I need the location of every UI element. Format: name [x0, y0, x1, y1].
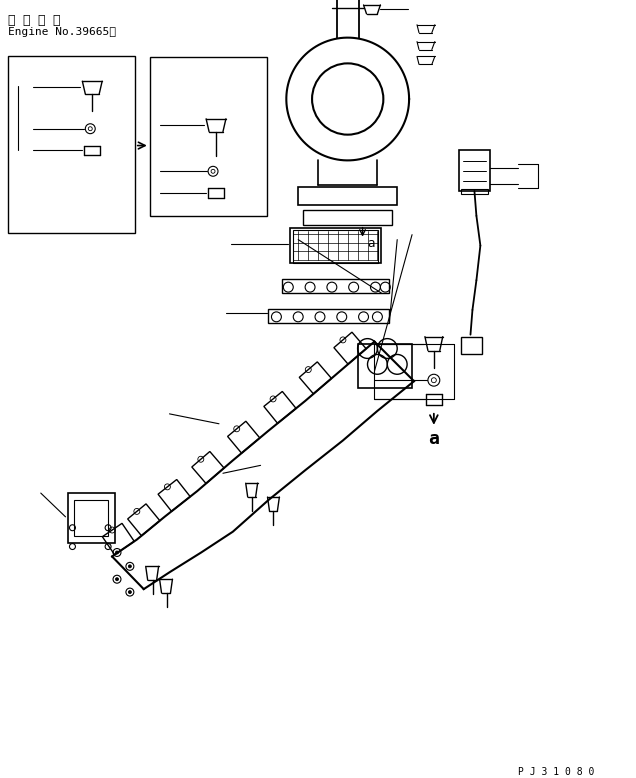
Bar [74, 500, 108, 535]
Bar [290, 228, 382, 264]
Text: a: a [368, 237, 375, 250]
Bar [459, 149, 490, 191]
Bar [67, 493, 115, 542]
Bar [293, 230, 378, 264]
Bar [149, 58, 266, 216]
Bar [282, 279, 389, 293]
Bar [298, 187, 398, 205]
Bar [8, 57, 135, 233]
Text: 適 用 号 機: 適 用 号 機 [8, 14, 60, 27]
Text: a: a [428, 429, 439, 447]
Bar [303, 210, 392, 225]
Bar [460, 337, 482, 355]
Circle shape [128, 591, 132, 594]
Text: P J 3 1 0 8 0: P J 3 1 0 8 0 [518, 767, 595, 777]
Text: Engine No.39665～: Engine No.39665～ [8, 26, 116, 37]
Bar [460, 189, 488, 194]
Circle shape [116, 578, 118, 580]
Circle shape [116, 551, 118, 554]
Bar [268, 309, 389, 323]
Bar [357, 344, 412, 388]
Circle shape [128, 565, 132, 568]
